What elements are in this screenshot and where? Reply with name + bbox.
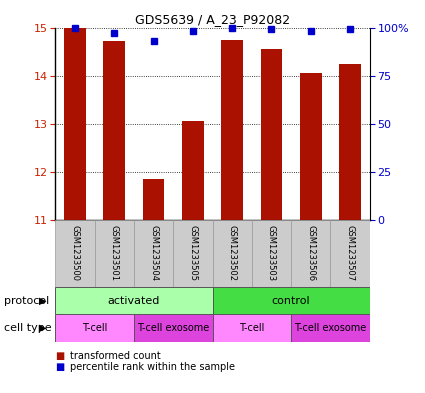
Text: T-cell exosome: T-cell exosome [137, 323, 209, 333]
Text: ■: ■ [55, 351, 65, 361]
Bar [212, 314, 291, 342]
Text: T-cell: T-cell [239, 323, 264, 333]
Bar [134, 220, 173, 287]
Bar [291, 314, 370, 342]
Bar [55, 314, 134, 342]
Title: GDS5639 / A_23_P92082: GDS5639 / A_23_P92082 [135, 13, 290, 26]
Text: GSM1233500: GSM1233500 [71, 226, 79, 281]
Bar [252, 220, 291, 287]
Bar [134, 314, 212, 342]
Text: percentile rank within the sample: percentile rank within the sample [70, 362, 235, 373]
Text: control: control [272, 296, 310, 306]
Bar [339, 64, 361, 220]
Text: GSM1233501: GSM1233501 [110, 226, 119, 281]
Bar [103, 41, 125, 220]
Bar [261, 49, 282, 220]
Bar [182, 121, 204, 220]
Bar [173, 220, 212, 287]
Bar [94, 220, 134, 287]
Bar [331, 220, 370, 287]
Text: cell type: cell type [4, 323, 52, 333]
Text: protocol: protocol [4, 296, 49, 306]
Bar [143, 179, 164, 220]
Bar [212, 220, 252, 287]
Text: ▶: ▶ [39, 296, 46, 306]
Text: ▶: ▶ [39, 323, 46, 333]
Text: T-cell: T-cell [82, 323, 107, 333]
Text: GSM1233506: GSM1233506 [306, 226, 315, 281]
Bar [55, 287, 212, 314]
Bar [300, 73, 322, 220]
Text: GSM1233502: GSM1233502 [228, 226, 237, 281]
Text: T-cell exosome: T-cell exosome [294, 323, 366, 333]
Bar [221, 40, 243, 220]
Bar [212, 287, 370, 314]
Text: GSM1233504: GSM1233504 [149, 226, 158, 281]
Bar [64, 28, 86, 220]
Bar [291, 220, 331, 287]
Text: GSM1233507: GSM1233507 [346, 226, 354, 281]
Text: activated: activated [108, 296, 160, 306]
Text: GSM1233505: GSM1233505 [188, 226, 197, 281]
Text: transformed count: transformed count [70, 351, 161, 361]
Text: GSM1233503: GSM1233503 [267, 226, 276, 281]
Bar [55, 220, 94, 287]
Text: ■: ■ [55, 362, 65, 373]
